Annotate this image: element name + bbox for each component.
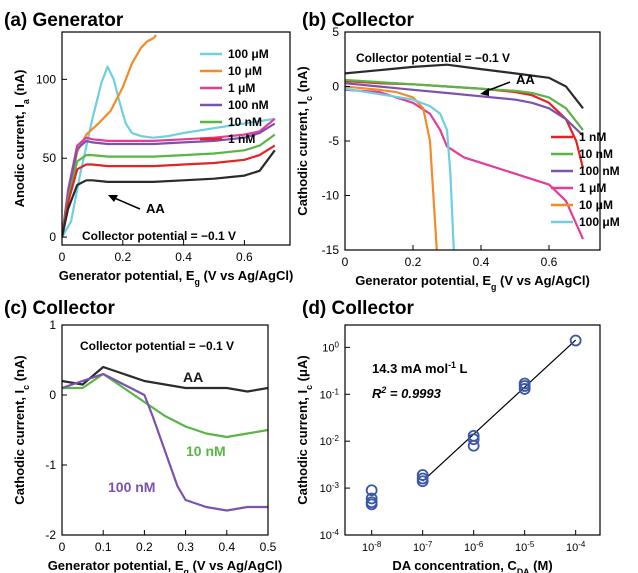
y-tick-label: -15 [322, 243, 340, 257]
x-tick-label: 0.4 [473, 255, 490, 269]
plot-frame [62, 325, 268, 535]
y-tick-label: -5 [328, 134, 339, 148]
y-tick-label: 10-4 [320, 528, 340, 543]
y-tick-label: 100 [322, 340, 339, 355]
y-tick-label: 0 [332, 80, 339, 94]
x-tick-label: 0.5 [260, 540, 277, 554]
y-tick-label: 5 [332, 25, 339, 39]
x-tick-label: 0 [342, 255, 349, 269]
series-line-10-μM [345, 87, 437, 251]
x-tick-label: 0.6 [541, 255, 558, 269]
100nm-series-label: 100 nM [108, 479, 155, 495]
y-tick-label: 0 [49, 230, 56, 244]
aa-arrow [112, 197, 140, 209]
x-tick-label: 10-8 [362, 540, 382, 555]
x-tick-label: 10-7 [413, 540, 433, 555]
series-line-AA [62, 150, 275, 237]
legend-label: 10 nM [228, 115, 262, 129]
aa-series-label: AA [183, 369, 203, 385]
x-tick-label: 0.6 [236, 250, 253, 264]
aa-label: AA [516, 72, 535, 87]
y-tick-label: 10-3 [320, 481, 340, 496]
panel-a-title: (a) Generator [4, 10, 124, 31]
y-axis-title: Anodic current, Ia (nA) [12, 70, 31, 208]
y-tick-label: -1 [45, 458, 56, 472]
series-line-10-nM [62, 135, 275, 238]
x-axis-title: Generator potential, Eg (V vs Ag/AgCl) [355, 273, 590, 292]
y-tick-label: 0 [49, 388, 56, 402]
y-tick-label: 10-1 [320, 387, 340, 402]
x-axis-title: Generator potential, Eg (V vs Ag/AgCl) [48, 558, 283, 573]
x-tick-label: 0.2 [136, 540, 153, 554]
x-tick-label: 0.1 [95, 540, 112, 554]
10nm-series-label: 10 nM [186, 443, 226, 459]
collector-potential-label: Collector potential = −0.1 V [356, 51, 510, 65]
y-tick-label: -10 [322, 189, 340, 203]
panel-b-title: (b) Collector [302, 10, 414, 31]
sensitivity-label: 14.3 mA mol-1 L [372, 360, 468, 376]
plot-frame [345, 325, 600, 535]
panel-c-title: (c) Collector [4, 298, 115, 319]
x-tick-label: 0 [59, 540, 66, 554]
y-axis-title: Cathodic current, Ic (nA) [12, 355, 31, 504]
x-tick-label: 10-5 [515, 540, 535, 555]
legend-label: 10 μM [228, 64, 262, 78]
y-tick-label: 10-2 [320, 434, 340, 449]
panel-d-title: (d) Collector [302, 298, 414, 319]
legend-label: 100 μM [228, 47, 269, 61]
x-tick-label: 0.3 [177, 540, 194, 554]
series-line-1-nM [62, 146, 275, 238]
x-tick-label: 10-4 [566, 540, 586, 555]
r-squared-label: R2 = 0.9993 [372, 385, 442, 401]
x-tick-label: 0.4 [218, 540, 235, 554]
collector-potential-label: Collector potential = −0.1 V [82, 229, 236, 243]
legend-label: 10 nM [579, 147, 613, 161]
aa-label: AA [146, 201, 165, 216]
legend-label: 1 μM [228, 81, 255, 95]
y-tick-label: 100 [36, 72, 56, 86]
series-line-100-μM [345, 89, 454, 250]
x-tick-label: 0.4 [175, 250, 192, 264]
x-axis-title: DA concentration, CDA (M) [392, 558, 552, 573]
legend-label: 100 nM [228, 98, 269, 112]
x-tick-label: 0.2 [114, 250, 131, 264]
legend-label: 100 μM [579, 215, 620, 229]
x-axis-title: Generator potential, Eg (V vs Ag/AgCl) [59, 268, 294, 287]
legend-label: 100 nM [579, 164, 620, 178]
y-axis-title: Cathodic current, Ic (nA) [295, 66, 314, 215]
legend-label: 1 nM [579, 130, 606, 144]
series-line-1-μM [345, 90, 583, 239]
y-tick-label: -2 [45, 528, 56, 542]
y-tick-label: 1 [49, 318, 56, 332]
legend-label: 10 μM [579, 198, 613, 212]
x-tick-label: 10-6 [464, 540, 484, 555]
x-tick-label: 0 [59, 250, 66, 264]
series-line-AA [62, 367, 268, 392]
series-line-100-nM [62, 374, 268, 511]
x-tick-label: 0.2 [405, 255, 422, 269]
y-axis-title: Cathodic current, Ic (μA) [295, 355, 314, 504]
collector-potential-label: Collector potential = −0.1 V [80, 339, 234, 353]
y-tick-label: 50 [43, 151, 57, 165]
legend-label: 1 nM [228, 132, 255, 146]
data-point [469, 441, 479, 451]
legend-label: 1 μM [579, 181, 606, 195]
